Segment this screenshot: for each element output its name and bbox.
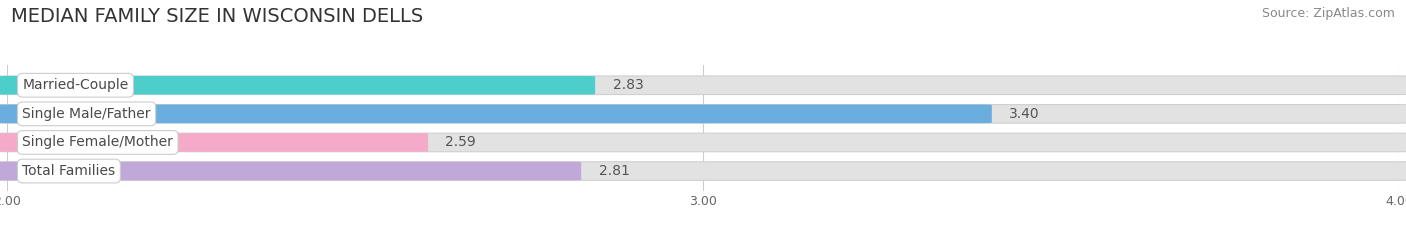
FancyBboxPatch shape [0, 105, 1406, 123]
Text: MEDIAN FAMILY SIZE IN WISCONSIN DELLS: MEDIAN FAMILY SIZE IN WISCONSIN DELLS [11, 7, 423, 26]
Text: Single Male/Father: Single Male/Father [22, 107, 150, 121]
Text: 2.83: 2.83 [613, 78, 644, 92]
Text: 3.40: 3.40 [1010, 107, 1040, 121]
Text: Single Female/Mother: Single Female/Mother [22, 135, 173, 149]
Text: Source: ZipAtlas.com: Source: ZipAtlas.com [1261, 7, 1395, 20]
FancyBboxPatch shape [0, 105, 991, 123]
FancyBboxPatch shape [0, 133, 427, 152]
Text: 2.59: 2.59 [446, 135, 477, 149]
FancyBboxPatch shape [0, 133, 1406, 152]
FancyBboxPatch shape [0, 76, 1406, 95]
FancyBboxPatch shape [0, 162, 1406, 180]
Text: 2.81: 2.81 [599, 164, 630, 178]
FancyBboxPatch shape [0, 162, 581, 180]
Text: Married-Couple: Married-Couple [22, 78, 128, 92]
FancyBboxPatch shape [0, 76, 595, 95]
Text: Total Families: Total Families [22, 164, 115, 178]
